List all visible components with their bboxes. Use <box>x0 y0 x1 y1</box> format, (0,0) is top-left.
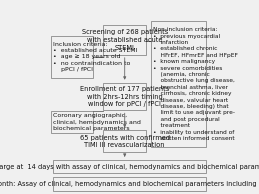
FancyBboxPatch shape <box>103 130 146 152</box>
Text: 65 patients with confirmed
TIMI III revascularization: 65 patients with confirmed TIMI III reva… <box>80 135 170 148</box>
FancyBboxPatch shape <box>53 160 206 173</box>
Text: Non-inclusion criteria:
•  previous myocardial
    infarction
•  established chr: Non-inclusion criteria: • previous myoca… <box>153 27 238 141</box>
Text: Discharge at  14 days with assay of clinical, hemodynamics and biochemical param: Discharge at 14 days with assay of clini… <box>0 164 259 170</box>
Text: 6 month: Assay of clinical, hemodynamics and biochemical parameters including sS: 6 month: Assay of clinical, hemodynamics… <box>0 181 259 187</box>
FancyBboxPatch shape <box>53 177 206 191</box>
FancyBboxPatch shape <box>103 83 146 110</box>
Text: Enrollment of 177 patients
with 2hrs-12hrs timing
window for pPCI / fPCI: Enrollment of 177 patients with 2hrs-12h… <box>80 86 169 107</box>
Text: Inclusion criteria:
•  established acute STEMI
•  age ≥ 18 years old
•  no contr: Inclusion criteria: • established acute … <box>53 42 138 72</box>
Text: Coronary angiographic,
clinical, hemodynamics and
biochemical parameters: Coronary angiographic, clinical, hemodyn… <box>53 113 141 131</box>
FancyBboxPatch shape <box>51 111 93 133</box>
FancyBboxPatch shape <box>151 22 206 147</box>
FancyBboxPatch shape <box>103 25 146 55</box>
Text: Screening of 268 patients
with established acute
STEMI: Screening of 268 patients with establish… <box>82 29 168 51</box>
FancyBboxPatch shape <box>51 36 93 78</box>
